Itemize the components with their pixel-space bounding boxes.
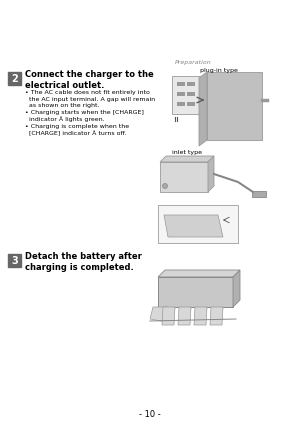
Bar: [187, 82, 195, 86]
Bar: [252, 191, 266, 197]
Circle shape: [163, 184, 167, 189]
Text: 3: 3: [11, 256, 18, 265]
Text: Preparation: Preparation: [175, 60, 212, 65]
Bar: [158, 205, 238, 243]
Bar: [177, 92, 185, 96]
Text: inlet type: inlet type: [172, 150, 202, 155]
Text: - 10 -: - 10 -: [139, 410, 161, 419]
Text: 2: 2: [11, 73, 18, 84]
Bar: [158, 277, 233, 307]
Polygon shape: [208, 156, 214, 192]
Bar: [172, 76, 200, 114]
Polygon shape: [160, 156, 214, 162]
Polygon shape: [162, 307, 175, 325]
Polygon shape: [164, 215, 223, 237]
Polygon shape: [158, 270, 240, 277]
Bar: [187, 102, 195, 106]
Bar: [8, 254, 21, 267]
Bar: [8, 72, 21, 85]
Polygon shape: [150, 307, 168, 322]
Bar: [177, 102, 185, 106]
Bar: [207, 72, 262, 140]
Bar: [187, 92, 195, 96]
Bar: [160, 162, 208, 192]
Text: • The AC cable does not fit entirely into
  the AC input terminal. A gap will re: • The AC cable does not fit entirely int…: [25, 90, 155, 136]
Polygon shape: [178, 307, 191, 325]
Polygon shape: [199, 72, 207, 146]
Text: plug-in type: plug-in type: [200, 68, 238, 73]
Text: Detach the battery after
charging is completed.: Detach the battery after charging is com…: [25, 252, 142, 272]
Polygon shape: [194, 307, 207, 325]
Polygon shape: [233, 270, 240, 307]
Bar: [177, 82, 185, 86]
Text: Connect the charger to the
electrical outlet.: Connect the charger to the electrical ou…: [25, 70, 154, 90]
Polygon shape: [210, 307, 223, 325]
